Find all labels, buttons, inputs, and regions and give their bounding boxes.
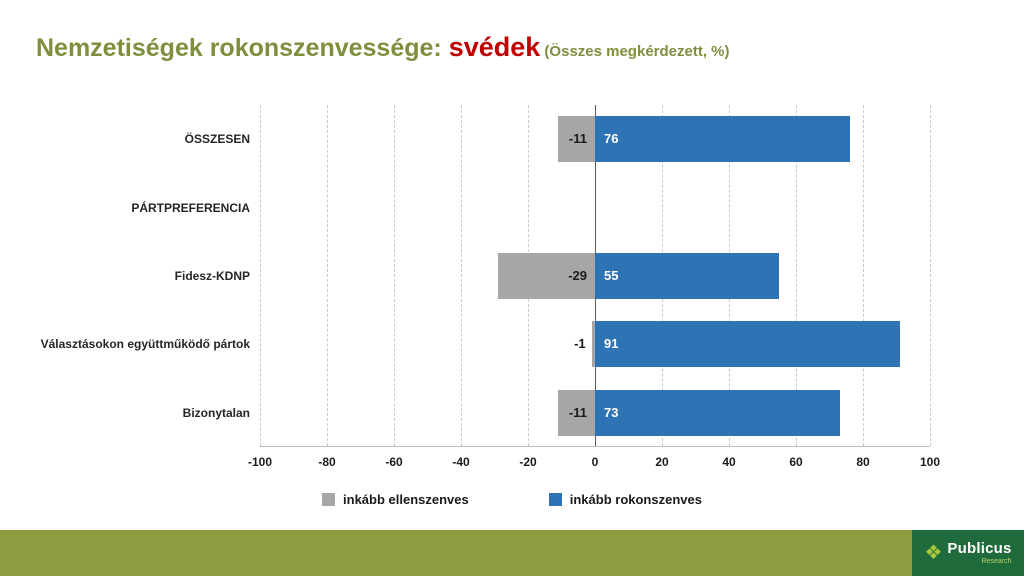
publicus-logo: ❖ Publicus Research bbox=[912, 530, 1024, 576]
bar-negative bbox=[591, 321, 595, 368]
x-tick-label: 20 bbox=[655, 455, 669, 469]
category-label: Fidesz-KDNP bbox=[174, 268, 250, 283]
x-tick-label: 0 bbox=[591, 455, 599, 469]
category-label: PÁRTPREFERENCIA bbox=[131, 200, 250, 215]
bar-value-label: 55 bbox=[604, 268, 619, 283]
footer-bar: ❖ Publicus Research bbox=[0, 530, 1024, 576]
x-tick-label: -100 bbox=[247, 455, 273, 469]
bar-negative bbox=[558, 389, 595, 436]
legend-label: inkább ellenszenves bbox=[343, 492, 469, 507]
bar-positive bbox=[595, 321, 900, 368]
category-label: Bizonytalan bbox=[182, 405, 250, 420]
category-label: Választásokon együttműködő pártok bbox=[40, 337, 250, 352]
bar-value-label: 91 bbox=[604, 336, 619, 352]
bar-positive bbox=[595, 389, 840, 436]
category-labels: ÖSSZESEN PÁRTPREFERENCIA Fidesz-KDNP Válasz… bbox=[0, 105, 250, 447]
x-tick-label: 80 bbox=[856, 455, 870, 469]
plot-area: -100 -80 -60 -40 -20 0 20 40 60 80 100 -11 76 -29 55 -1… bbox=[248, 105, 940, 469]
brand-name: Publicus bbox=[947, 540, 1012, 557]
category-label: ÖSSZESEN bbox=[184, 132, 250, 147]
title-suffix: (Összes megkérdezett, %) bbox=[540, 43, 730, 60]
bar-chart: ÖSSZESEN PÁRTPREFERENCIA Fidesz-KDNP Válasz… bbox=[0, 95, 1024, 495]
bar-value-label: -1 bbox=[574, 336, 586, 352]
bar-value-label: 76 bbox=[604, 131, 619, 147]
x-tick-label: -20 bbox=[519, 455, 537, 469]
gridline bbox=[863, 105, 864, 446]
gridline bbox=[260, 105, 261, 446]
gridline bbox=[461, 105, 462, 446]
title-highlight: svédek bbox=[448, 32, 541, 62]
clover-icon: ❖ bbox=[924, 542, 943, 564]
brand-subtitle: Research bbox=[981, 558, 1012, 565]
x-tick-label: -60 bbox=[385, 455, 403, 469]
bar-negative bbox=[558, 116, 595, 163]
legend: inkább ellenszenves inkább rokonszenves bbox=[0, 492, 1024, 507]
title-main: Nemzetiségek rokonszenvessége: bbox=[36, 34, 449, 62]
bar-negative bbox=[497, 253, 595, 299]
x-tick-label: 100 bbox=[919, 455, 941, 469]
legend-item: inkább rokonszenves bbox=[548, 492, 702, 507]
x-tick-label: -80 bbox=[318, 455, 336, 469]
bar-value-label: -29 bbox=[568, 268, 587, 283]
gridline bbox=[796, 105, 797, 446]
gridline bbox=[327, 105, 328, 446]
bar-positive bbox=[595, 253, 780, 299]
x-tick-label: 40 bbox=[722, 455, 736, 469]
legend-item: inkább ellenszenves bbox=[322, 492, 469, 507]
bar-positive bbox=[595, 116, 850, 163]
page-title: Nemzetiségek rokonszenvessége: svédek (Ö… bbox=[36, 32, 730, 63]
legend-swatch bbox=[322, 493, 336, 506]
x-tick-label: 60 bbox=[789, 455, 803, 469]
gridline bbox=[394, 105, 395, 446]
x-tick-label: -40 bbox=[452, 455, 470, 469]
logo-text: Publicus Research bbox=[947, 541, 1011, 565]
legend-swatch bbox=[548, 493, 562, 506]
bar-value-label: 73 bbox=[604, 404, 619, 420]
bar-value-label: -11 bbox=[568, 404, 587, 420]
legend-label: inkább rokonszenves bbox=[569, 492, 702, 507]
bar-value-label: -11 bbox=[568, 131, 587, 147]
gridline bbox=[930, 105, 931, 446]
